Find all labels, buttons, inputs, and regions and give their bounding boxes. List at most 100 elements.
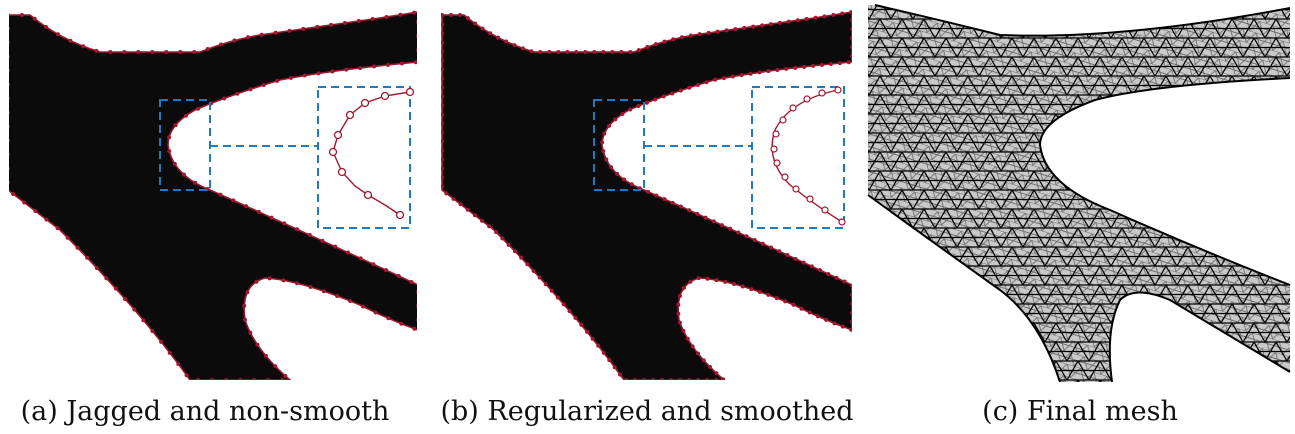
- boundary-point: [670, 91, 674, 95]
- boundary-point: [796, 18, 800, 22]
- boundary-point: [412, 11, 416, 15]
- boundary-point: [695, 212, 699, 216]
- boundary-point: [758, 290, 762, 294]
- boundary-point: [607, 358, 611, 362]
- boundary-point: [6, 152, 10, 156]
- boundary-point: [281, 278, 285, 282]
- boundary-point: [705, 378, 709, 382]
- boundary-point: [783, 299, 787, 303]
- boundary-point: [440, 40, 444, 44]
- boundary-point: [440, 121, 444, 125]
- boundary-point: [604, 158, 608, 162]
- boundary-point: [440, 85, 444, 89]
- boundary-point: [440, 67, 444, 71]
- boundary-point: [579, 323, 583, 327]
- boundary-point: [266, 378, 270, 382]
- boundary-point: [33, 209, 37, 213]
- boundary-point: [344, 68, 348, 72]
- boundary-point: [850, 54, 854, 58]
- boundary-point: [459, 202, 463, 206]
- boundary-point: [6, 138, 10, 142]
- boundary-point: [671, 201, 675, 205]
- density-shape: [442, 12, 852, 380]
- boundary-point: [609, 165, 613, 169]
- boundary-point: [585, 330, 589, 334]
- boundary-point: [219, 42, 223, 46]
- boundary-point: [416, 34, 420, 38]
- boundary-point: [308, 233, 312, 237]
- boundary-point: [628, 50, 632, 54]
- boundary-point: [473, 213, 477, 217]
- boundary-point: [714, 378, 718, 382]
- boundary-point: [6, 40, 10, 44]
- zoom-inset: [752, 87, 844, 228]
- boundary-point: [95, 266, 99, 270]
- boundary-point: [850, 18, 854, 22]
- boundary-point: [849, 10, 853, 14]
- boundary-point: [184, 114, 188, 118]
- boundary-point: [749, 287, 753, 291]
- boundary-point: [33, 17, 37, 21]
- boundary-point: [6, 82, 10, 86]
- boundary-point: [592, 50, 596, 54]
- boundary-point: [385, 15, 389, 19]
- boundary-point: [295, 227, 299, 231]
- boundary-point: [529, 49, 533, 53]
- boundary-point: [831, 13, 835, 17]
- boundary-point: [386, 316, 390, 320]
- boundary-point: [136, 50, 140, 54]
- boundary-point: [811, 64, 815, 68]
- boundary-point: [321, 239, 325, 243]
- boundary-point: [440, 49, 444, 53]
- boundary-point: [384, 268, 388, 272]
- boundary-point: [243, 318, 247, 322]
- boundary-point: [601, 50, 605, 54]
- boundary-point: [238, 378, 242, 382]
- boundary-point: [273, 364, 277, 368]
- boundary-point: [834, 276, 838, 280]
- boundary-point: [624, 378, 628, 382]
- boundary-point: [282, 221, 286, 225]
- boundary-point: [679, 89, 683, 93]
- boundary-point: [607, 124, 611, 128]
- boundary-point: [736, 231, 740, 235]
- boundary-point: [732, 282, 736, 286]
- boundary-point: [544, 282, 548, 286]
- boundary-point: [257, 210, 261, 214]
- boundary-point: [206, 47, 210, 51]
- boundary-point: [409, 280, 413, 284]
- boundary-point: [681, 329, 685, 333]
- boundary-point: [262, 83, 266, 87]
- boundary-point: [562, 302, 566, 306]
- boundary-point: [11, 192, 15, 196]
- boundary-point: [724, 28, 728, 32]
- boundary-point: [850, 27, 854, 31]
- boundary-point: [270, 216, 274, 220]
- boundary-point: [628, 107, 632, 111]
- boundary-point: [372, 64, 376, 68]
- boundary-point: [645, 45, 649, 49]
- boundary-point: [252, 378, 256, 382]
- boundary-point: [6, 180, 10, 184]
- boundary-point: [696, 83, 700, 87]
- boundary-point: [850, 45, 854, 49]
- boundary-point: [600, 140, 604, 144]
- boundary-point: [104, 276, 108, 280]
- boundary-point: [678, 321, 682, 325]
- boundary-point: [556, 50, 560, 54]
- boundary-point: [246, 35, 250, 39]
- boundary-point: [192, 50, 196, 54]
- boundary-point: [361, 305, 365, 309]
- boundary-point: [615, 172, 619, 176]
- boundary-point: [85, 256, 89, 260]
- boundary-point: [651, 378, 655, 382]
- boundary-point: [832, 321, 836, 325]
- boundary-point: [193, 181, 197, 185]
- boundary-point: [691, 344, 695, 348]
- boundary-point: [440, 184, 444, 188]
- boundary-point: [696, 352, 700, 356]
- boundary-point: [728, 227, 732, 231]
- boundary-point: [440, 76, 444, 80]
- boundary-point: [850, 293, 854, 297]
- boundary-point: [168, 351, 172, 355]
